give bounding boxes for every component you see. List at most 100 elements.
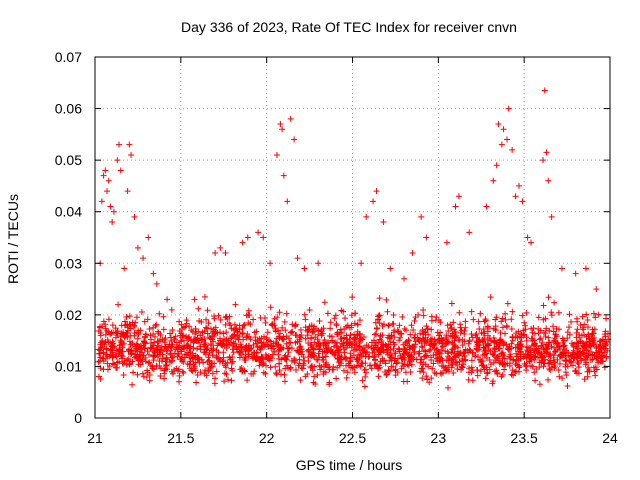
data-point bbox=[348, 344, 355, 351]
data-point bbox=[528, 356, 535, 363]
data-point bbox=[546, 339, 553, 346]
data-point bbox=[478, 329, 485, 336]
data-point bbox=[291, 136, 298, 143]
data-point bbox=[249, 355, 256, 362]
data-point bbox=[254, 343, 261, 350]
data-point bbox=[480, 339, 487, 346]
data-point bbox=[597, 341, 604, 348]
data-point bbox=[427, 336, 434, 343]
data-point bbox=[271, 315, 278, 322]
data-point bbox=[553, 340, 560, 347]
data-point bbox=[504, 136, 510, 143]
data-point bbox=[282, 352, 289, 359]
data-point bbox=[553, 333, 560, 340]
data-point bbox=[105, 177, 112, 184]
data-point bbox=[537, 335, 544, 342]
data-point bbox=[583, 339, 590, 346]
data-point bbox=[124, 188, 131, 195]
data-point bbox=[204, 330, 211, 337]
data-point bbox=[146, 351, 153, 358]
data-point bbox=[502, 330, 509, 337]
data-point bbox=[373, 330, 380, 337]
data-point bbox=[555, 367, 562, 374]
data-point bbox=[108, 329, 115, 336]
data-point bbox=[171, 336, 178, 343]
data-point bbox=[508, 325, 515, 332]
data-point bbox=[598, 354, 605, 361]
data-point bbox=[259, 355, 266, 362]
data-point bbox=[152, 352, 159, 359]
data-point bbox=[344, 369, 351, 376]
data-point bbox=[428, 375, 435, 382]
data-point bbox=[142, 331, 149, 338]
data-point bbox=[264, 329, 271, 336]
data-point bbox=[407, 331, 414, 338]
data-point bbox=[581, 321, 588, 328]
data-point bbox=[516, 346, 523, 353]
data-point bbox=[301, 265, 308, 272]
data-point bbox=[450, 370, 457, 377]
data-point bbox=[179, 368, 186, 375]
data-point bbox=[267, 260, 274, 267]
data-point bbox=[423, 234, 430, 241]
data-point bbox=[273, 151, 280, 158]
data-point bbox=[198, 356, 205, 363]
data-point bbox=[281, 355, 288, 362]
data-point bbox=[437, 319, 444, 326]
data-point bbox=[593, 286, 600, 293]
data-point bbox=[592, 364, 599, 371]
data-point bbox=[151, 349, 158, 356]
data-point bbox=[153, 280, 160, 287]
data-point bbox=[510, 357, 517, 364]
data-point bbox=[144, 369, 151, 376]
data-point bbox=[449, 346, 456, 353]
data-point bbox=[200, 343, 207, 350]
data-point bbox=[316, 318, 323, 325]
data-point bbox=[482, 375, 489, 382]
data-point bbox=[139, 349, 146, 356]
data-point bbox=[157, 331, 164, 338]
data-point bbox=[261, 333, 268, 340]
data-point bbox=[127, 332, 134, 339]
data-point bbox=[478, 362, 485, 369]
data-point bbox=[414, 334, 421, 341]
data-point bbox=[398, 330, 405, 337]
data-point bbox=[326, 381, 333, 388]
data-point bbox=[228, 334, 235, 341]
data-point bbox=[132, 319, 139, 326]
data-point bbox=[223, 329, 230, 336]
data-point bbox=[134, 335, 141, 342]
data-point bbox=[494, 369, 501, 376]
data-point bbox=[316, 340, 323, 347]
data-point bbox=[224, 376, 231, 383]
data-point bbox=[452, 203, 459, 210]
data-point bbox=[251, 368, 258, 375]
data-point bbox=[250, 316, 257, 323]
x-tick-label: 24 bbox=[602, 430, 618, 446]
data-point bbox=[536, 381, 543, 388]
data-point bbox=[490, 177, 497, 184]
data-point bbox=[246, 342, 253, 349]
data-point bbox=[523, 360, 530, 367]
y-tick-label: 0.03 bbox=[55, 255, 82, 271]
data-point bbox=[98, 198, 105, 205]
data-point bbox=[118, 352, 125, 359]
data-point bbox=[443, 340, 450, 347]
data-point bbox=[457, 329, 464, 336]
data-point bbox=[545, 342, 552, 349]
data-point bbox=[100, 358, 107, 365]
data-point bbox=[533, 366, 540, 373]
data-point bbox=[501, 355, 508, 362]
data-point bbox=[497, 330, 504, 337]
data-point bbox=[206, 349, 213, 356]
data-point bbox=[150, 270, 157, 277]
data-point bbox=[278, 356, 285, 363]
data-point bbox=[231, 331, 238, 338]
x-tick-label: 21.5 bbox=[167, 430, 194, 446]
data-point bbox=[285, 335, 292, 342]
x-axis-title: GPS time / hours bbox=[296, 457, 403, 473]
data-point bbox=[291, 355, 298, 362]
data-point bbox=[496, 359, 503, 366]
data-point bbox=[309, 363, 316, 370]
data-point bbox=[397, 352, 404, 359]
